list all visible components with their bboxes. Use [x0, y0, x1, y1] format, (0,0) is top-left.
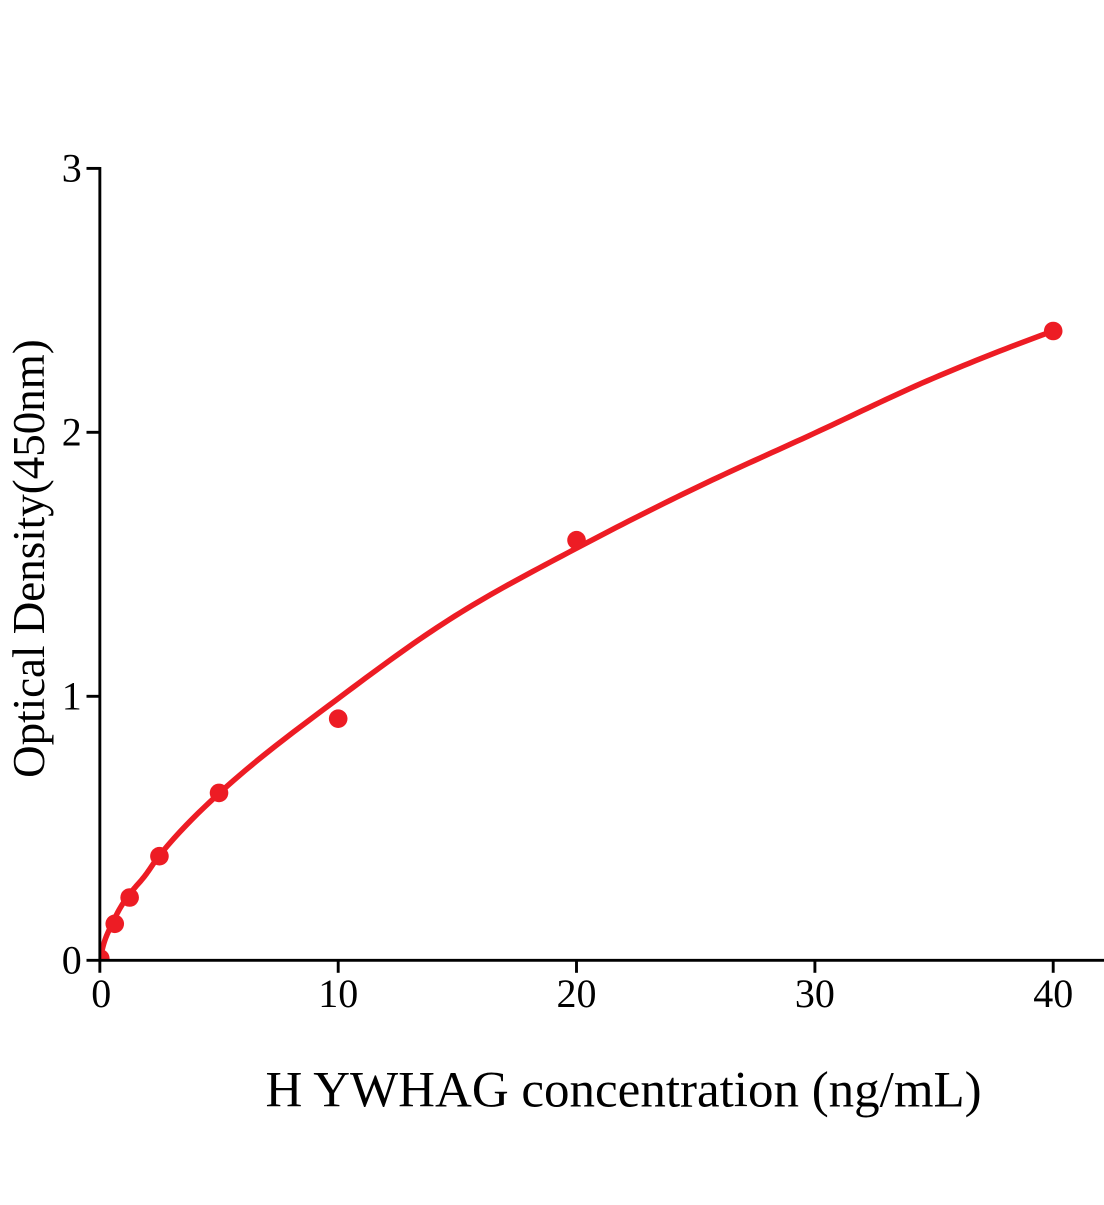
svg-text:3: 3 — [62, 146, 82, 191]
svg-text:0: 0 — [91, 971, 111, 1016]
svg-text:30: 30 — [795, 971, 835, 1016]
svg-text:Optical Density(450nm): Optical Density(450nm) — [4, 339, 54, 778]
svg-text:H YWHAG concentration (ng/mL): H YWHAG concentration (ng/mL) — [266, 1063, 982, 1119]
svg-text:1: 1 — [62, 674, 82, 719]
svg-text:2: 2 — [62, 410, 82, 455]
svg-text:20: 20 — [557, 971, 597, 1016]
svg-text:0: 0 — [62, 938, 82, 983]
svg-text:40: 40 — [1033, 971, 1073, 1016]
svg-text:10: 10 — [318, 971, 358, 1016]
